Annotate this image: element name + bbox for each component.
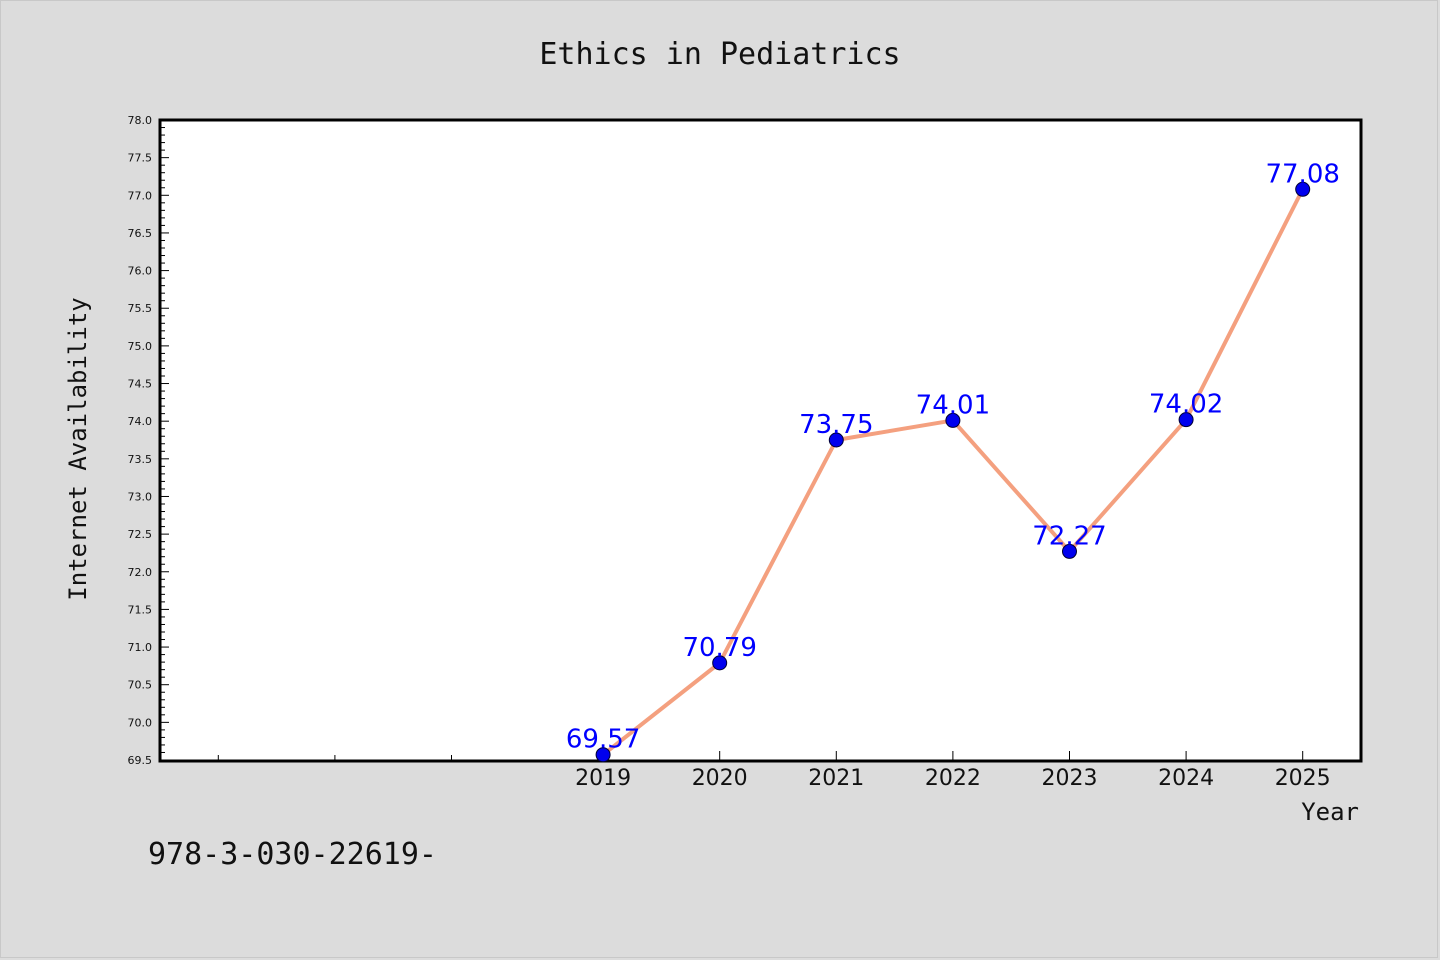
- series-markers-group: [595, 181, 1311, 763]
- data-point: [828, 432, 844, 448]
- x-axis-label: Year: [1301, 798, 1359, 826]
- y-tick-label: 75.5: [128, 302, 153, 315]
- data-point: [1061, 543, 1077, 559]
- y-tick-label: 75.0: [128, 340, 153, 353]
- y-tick-label: 74.0: [128, 415, 153, 428]
- data-label: 74.01: [916, 390, 990, 420]
- y-tick-label: 73.0: [128, 490, 153, 503]
- y-tick-label: 71.5: [128, 603, 153, 616]
- data-label: 70.79: [682, 633, 756, 663]
- data-label: 77.08: [1265, 159, 1339, 189]
- data-label: 69.57: [566, 725, 640, 755]
- data-label: 73.75: [799, 410, 873, 440]
- y-tick-label: 70.0: [128, 716, 153, 729]
- data-labels-group: 69.57 70.79 73.75 74.01 72.27 74.02 77.08: [566, 159, 1340, 754]
- x-tick-label: 2025: [1275, 766, 1331, 791]
- data-point: [1295, 181, 1311, 197]
- x-tick-label: 2022: [925, 766, 981, 791]
- x-tick-label: 2019: [575, 766, 631, 791]
- x-tick-label: 2024: [1158, 766, 1214, 791]
- y-tick-label: 77.0: [128, 189, 153, 202]
- data-label: 74.02: [1149, 390, 1223, 420]
- y-tick-label: 72.5: [128, 528, 153, 541]
- y-tick-label: 72.0: [128, 566, 153, 579]
- data-label: 72.27: [1032, 521, 1106, 551]
- y-tick-label: 74.5: [128, 378, 153, 391]
- y-axis-ticks: 69.5 70.0 70.5 71.0 71.5 72.0 72.5 73.0 73.5 74.0…: [128, 114, 169, 767]
- y-tick-label: 70.5: [128, 679, 153, 692]
- y-tick-label: 76.0: [128, 265, 153, 278]
- y-axis-label: Internet Availability: [64, 297, 92, 600]
- y-tick-label: 73.5: [128, 453, 153, 466]
- y-tick-label: 71.0: [128, 641, 153, 654]
- x-tick-label: 2021: [808, 766, 864, 791]
- x-tick-label: 2023: [1041, 766, 1097, 791]
- y-tick-label: 76.5: [128, 227, 153, 240]
- isbn-text: 978-3-030-22619-: [148, 837, 437, 872]
- data-point: [1178, 412, 1194, 428]
- y-tick-label: 69.5: [128, 754, 153, 767]
- data-point: [595, 747, 611, 763]
- x-tick-label: 2020: [692, 766, 748, 791]
- chart-title: Ethics in Pediatrics: [539, 37, 900, 72]
- plot-area: [158, 118, 1363, 763]
- data-point: [945, 412, 961, 428]
- x-axis-ticks: 2019 2020 2021 2022 2023 2024 2025: [217, 751, 1331, 791]
- y-tick-label: 77.5: [128, 152, 153, 165]
- data-point: [712, 655, 728, 671]
- y-tick-label: 78.0: [128, 114, 153, 127]
